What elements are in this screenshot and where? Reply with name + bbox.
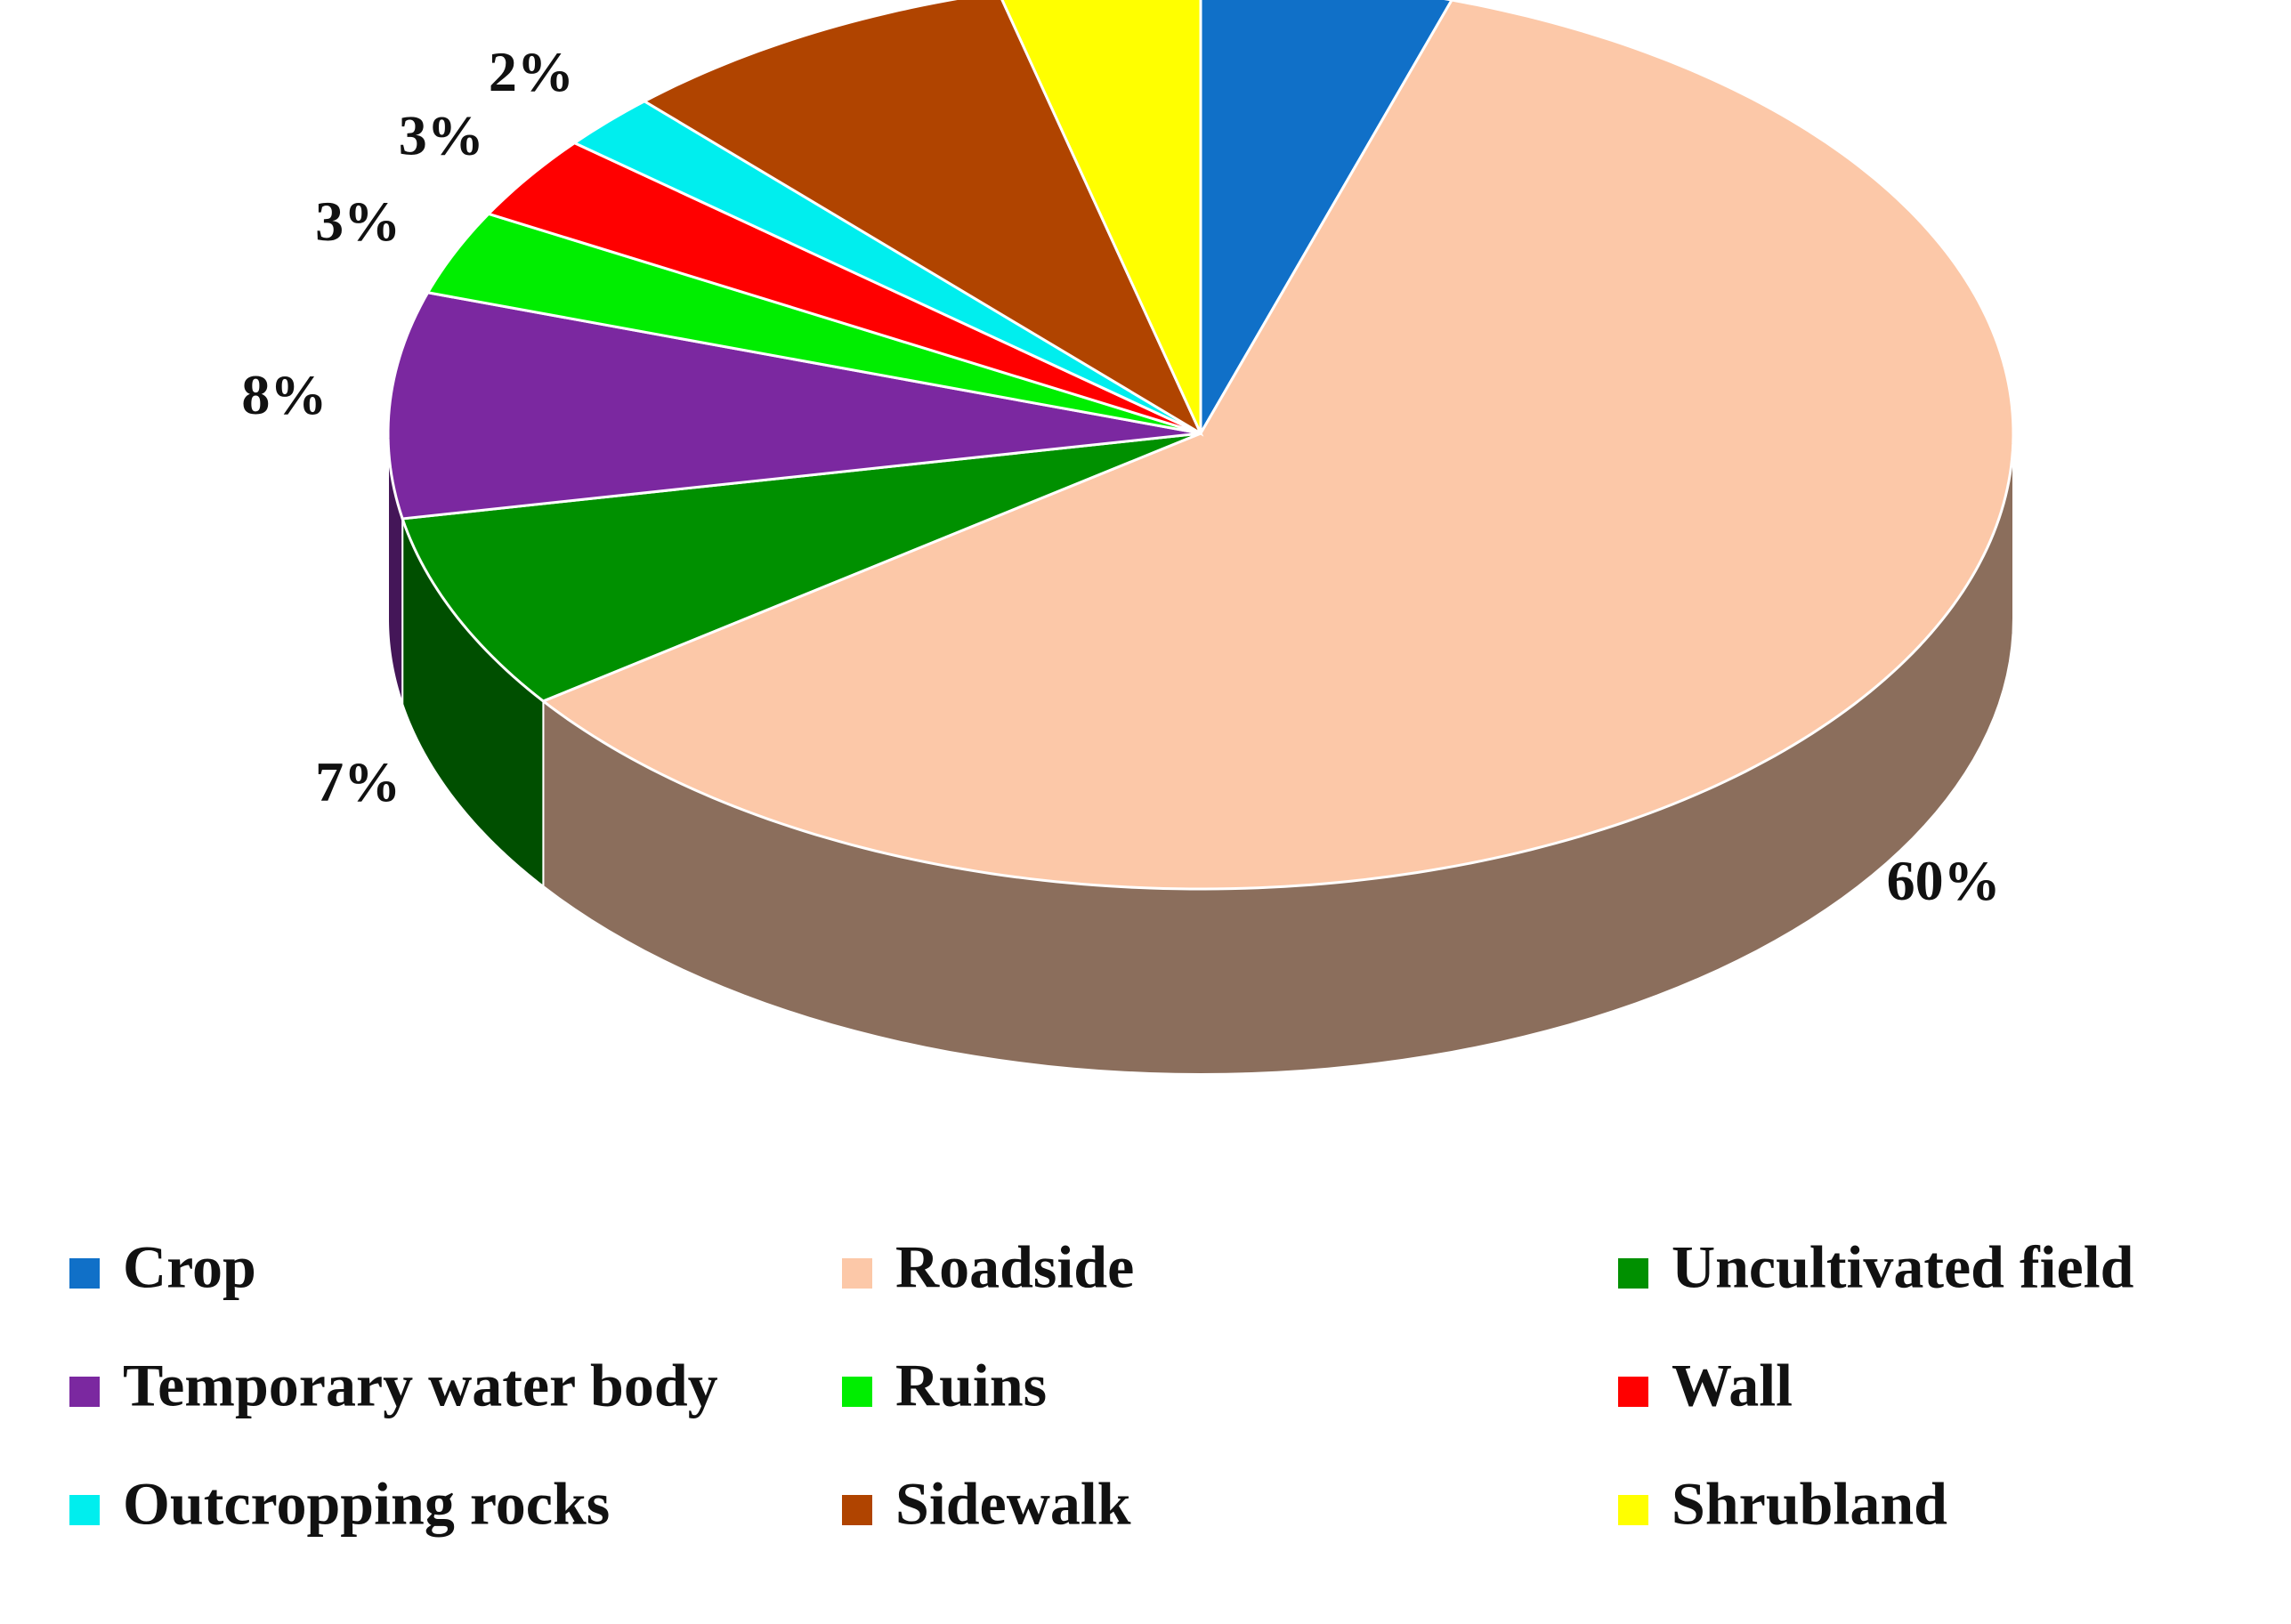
slice — [486, 141, 1202, 435]
legend-label: Outcropping rocks — [123, 1470, 610, 1538]
legend-label: Wall — [1672, 1352, 1793, 1419]
legend-label: Sidewalk — [895, 1470, 1131, 1538]
slice — [425, 212, 1202, 435]
legend-swatch — [842, 1495, 872, 1525]
legend-label: Roadside — [895, 1233, 1134, 1301]
legend-label: Crop — [123, 1233, 256, 1301]
legend-swatch — [1618, 1377, 1648, 1407]
slice — [641, 0, 1204, 437]
legend-swatch — [1618, 1495, 1648, 1525]
data-label: 3% — [315, 190, 401, 253]
legend-swatch — [69, 1495, 100, 1525]
legend-swatch — [69, 1258, 100, 1289]
data-label: 8% — [716, 0, 801, 4]
data-label: 7% — [315, 750, 401, 813]
legend-swatch — [842, 1258, 872, 1289]
slice — [540, 0, 2015, 891]
slice — [401, 432, 1202, 703]
data-label: 3% — [399, 104, 484, 167]
legend-label: Shrubland — [1672, 1470, 1947, 1538]
legend-swatch — [69, 1377, 100, 1407]
data-label: 60% — [1887, 849, 2001, 912]
legend-label: Uncultivated field — [1672, 1233, 2134, 1301]
slice — [571, 100, 1202, 435]
legend-swatch — [1618, 1258, 1648, 1289]
legend-label: Ruins — [895, 1352, 1047, 1419]
data-label: 8% — [241, 363, 327, 426]
slice — [386, 291, 1202, 521]
legend-swatch — [842, 1377, 872, 1407]
legend-label: Temporary water body — [123, 1352, 718, 1419]
data-label: 2% — [489, 40, 574, 103]
slice — [1000, 0, 1202, 434]
